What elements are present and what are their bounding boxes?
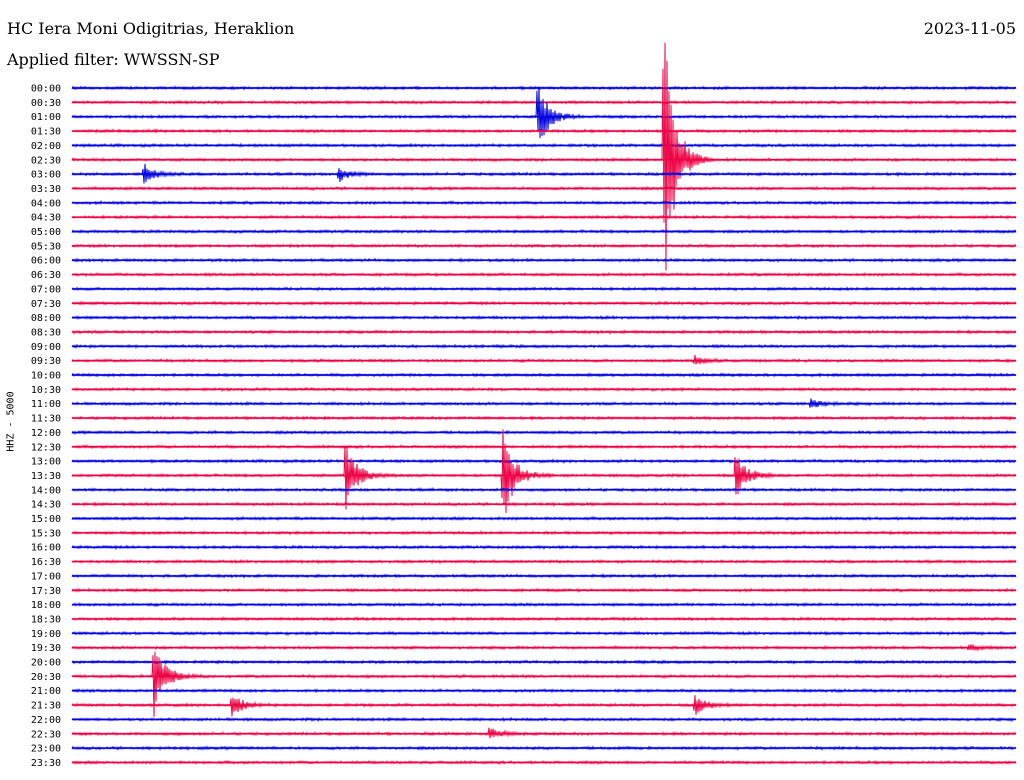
row-time-label: 12:30 <box>31 442 61 453</box>
row-time-label: 06:30 <box>31 270 61 281</box>
row-time-label: 23:30 <box>31 758 61 769</box>
row-time-label: 17:00 <box>31 571 61 582</box>
row-time-label: 02:00 <box>31 141 61 152</box>
row-time-label: 18:00 <box>31 600 61 611</box>
row-time-label: 23:00 <box>31 744 61 755</box>
filter-label: Applied filter: WWSSN-SP <box>7 50 220 69</box>
trace-row <box>71 429 1017 514</box>
row-time-label: 10:30 <box>31 385 61 396</box>
row-time-label: 06:00 <box>31 256 61 267</box>
row-time-label: 20:30 <box>31 672 61 683</box>
row-time-label: 03:30 <box>31 184 61 195</box>
row-time-label: 08:30 <box>31 327 61 338</box>
row-time-label: 05:00 <box>31 227 61 238</box>
row-time-label: 15:30 <box>31 528 61 539</box>
row-time-label: 21:00 <box>31 686 61 697</box>
row-time-label: 00:30 <box>31 98 61 109</box>
station-title: HC Iera Moni Odigitrias, Heraklion <box>7 19 295 38</box>
row-time-label: 18:30 <box>31 614 61 625</box>
row-time-label: 11:30 <box>31 414 61 425</box>
row-time-label: 05:30 <box>31 241 61 252</box>
chart-date: 2023-11-05 <box>923 19 1016 38</box>
row-time-label: 19:30 <box>31 643 61 654</box>
row-time-label: 21:30 <box>31 701 61 712</box>
row-time-label: 08:00 <box>31 313 61 324</box>
row-time-label: 19:00 <box>31 629 61 640</box>
row-time-label: 14:00 <box>31 485 61 496</box>
row-time-label: 17:30 <box>31 586 61 597</box>
trace-row <box>71 727 1017 739</box>
row-time-label: 03:00 <box>31 170 61 181</box>
row-time-label: 09:30 <box>31 356 61 367</box>
row-time-label: 20:00 <box>31 658 61 669</box>
row-time-label: 22:00 <box>31 715 61 726</box>
trace-row <box>71 354 1017 365</box>
row-time-label: 04:00 <box>31 198 61 209</box>
row-time-label: 02:30 <box>31 155 61 166</box>
row-time-label: 01:00 <box>31 112 61 123</box>
row-time-label: 16:30 <box>31 557 61 568</box>
row-time-label: 09:00 <box>31 342 61 353</box>
row-time-label: 01:30 <box>31 127 61 138</box>
row-time-label: 14:30 <box>31 500 61 511</box>
row-time-label: 22:30 <box>31 729 61 740</box>
row-time-label: 07:00 <box>31 284 61 295</box>
row-time-label: 11:00 <box>31 399 61 410</box>
row-time-label: 16:00 <box>31 543 61 554</box>
row-time-label: 13:00 <box>31 457 61 468</box>
row-time-label: 07:30 <box>31 299 61 310</box>
row-time-label: 10:00 <box>31 371 61 382</box>
row-time-label: 04:30 <box>31 213 61 224</box>
row-time-label: 13:30 <box>31 471 61 482</box>
row-time-label: 12:00 <box>31 428 61 439</box>
row-time-label: 15:00 <box>31 514 61 525</box>
row-time-label: 00:00 <box>31 84 61 95</box>
trace-row <box>71 42 1017 271</box>
